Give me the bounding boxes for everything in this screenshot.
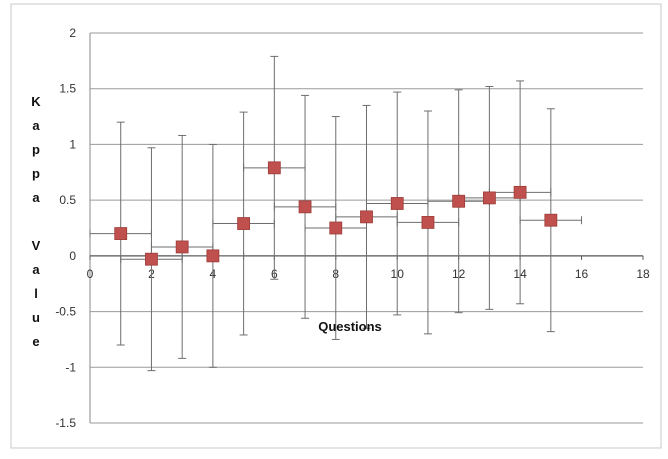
y-axis-title-letter: V (32, 238, 41, 253)
data-point-marker (175, 240, 189, 254)
x-tick-label: 0 (87, 267, 94, 281)
data-point-marker (298, 200, 312, 214)
data-point-marker (544, 213, 558, 227)
data-point-marker (452, 194, 466, 208)
y-tick-label: 0.5 (59, 193, 76, 207)
y-tick-label: 0 (69, 249, 76, 263)
data-point-marker (421, 216, 435, 229)
data-point-marker (482, 191, 496, 205)
x-tick-label: 16 (575, 267, 589, 281)
y-axis-title-letter: u (32, 310, 40, 325)
data-point-marker (390, 197, 404, 210)
y-axis-title-letter: p (32, 142, 40, 157)
data-point-marker (513, 185, 527, 199)
data-point-marker (360, 210, 373, 224)
x-axis-title: Questions (318, 319, 382, 334)
y-tick-label: 1.5 (59, 82, 76, 96)
y-tick-label: 1 (69, 137, 76, 151)
data-point-marker (267, 161, 281, 175)
y-tick-label: 2 (69, 26, 76, 40)
y-axis-title-letter: e (32, 334, 39, 349)
y-axis-title-letter: a (32, 262, 40, 277)
y-axis-title-letter: a (32, 118, 40, 133)
data-point-marker (145, 252, 158, 266)
data-point-marker (206, 249, 220, 263)
y-axis-title-letter: l (34, 286, 38, 301)
data-point-marker (329, 221, 343, 235)
data-markers (114, 161, 558, 266)
x-tick-label: 18 (636, 267, 650, 281)
data-point-marker (237, 217, 251, 230)
y-axis-title-letter: K (31, 94, 41, 109)
data-point-marker (114, 227, 128, 240)
y-axis-title-letter: a (32, 190, 40, 205)
y-axis-title-letter: p (32, 166, 40, 181)
y-tick-label: -1.5 (55, 416, 76, 430)
y-tick-labels: 2 1.5 1 0.5 0 -0.5 -1 -1.5 (55, 26, 76, 430)
y-tick-label: -1 (65, 360, 76, 374)
y-tick-label: -0.5 (55, 305, 76, 319)
